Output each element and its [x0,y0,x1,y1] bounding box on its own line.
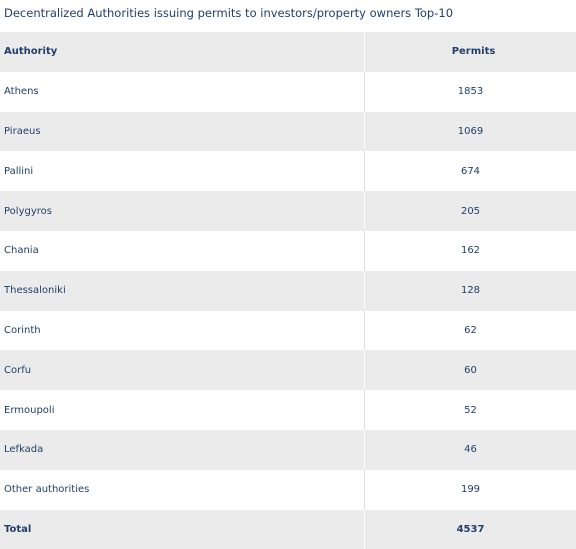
permits-cell: 205 [460,205,481,217]
permits-cell: 52 [464,404,477,416]
permits-cell: 1069 [457,125,484,137]
table-row: Ermoupoli 52 [0,390,576,430]
authority-cell: Chania [0,230,365,271]
table-row: Pallini 674 [0,151,576,192]
authority-cell: Polygyros [0,191,365,231]
table-row: Piraeus 1069 [0,111,576,152]
authority-cell: Piraeus [0,111,365,152]
header-authority: Authority [0,32,365,72]
table-row: Chania 162 [0,230,576,271]
authority-cell: Corfu [0,350,365,391]
header-permits: Permits [451,46,496,58]
table-title: Decentralized Authorities issuing permit… [4,6,454,20]
authority-cell: Thessaloniki [0,270,365,311]
table-row: Lefkada 46 [0,429,576,470]
permits-cell: 674 [460,165,481,177]
table-total-row: Total 4537 [0,509,576,549]
total-value: 4537 [456,523,485,535]
table-row: Corinth 62 [0,310,576,351]
table-row: Other authorities 199 [0,469,576,510]
permits-cell: 162 [460,245,481,257]
permits-table: Authority Permits Athens 1853 Piraeus 10… [0,32,576,549]
authority-cell: Other authorities [0,469,365,510]
authority-cell: Corinth [0,310,365,351]
permits-cell: 128 [460,285,481,297]
permits-cell: 46 [464,444,477,456]
permits-cell: 199 [460,484,481,496]
permits-cell: 62 [464,324,477,336]
permits-cell: 1853 [457,86,484,98]
permits-cell: 60 [464,364,477,376]
total-label: Total [0,509,365,549]
table-row: Thessaloniki 128 [0,270,576,311]
authority-cell: Pallini [0,151,365,192]
authority-cell: Athens [0,71,365,112]
table-row: Corfu 60 [0,350,576,391]
table-row: Athens 1853 [0,71,576,112]
table-header-row: Authority Permits [0,32,576,72]
authority-cell: Ermoupoli [0,390,365,430]
authority-cell: Lefkada [0,429,365,470]
table-row: Polygyros 205 [0,191,576,231]
